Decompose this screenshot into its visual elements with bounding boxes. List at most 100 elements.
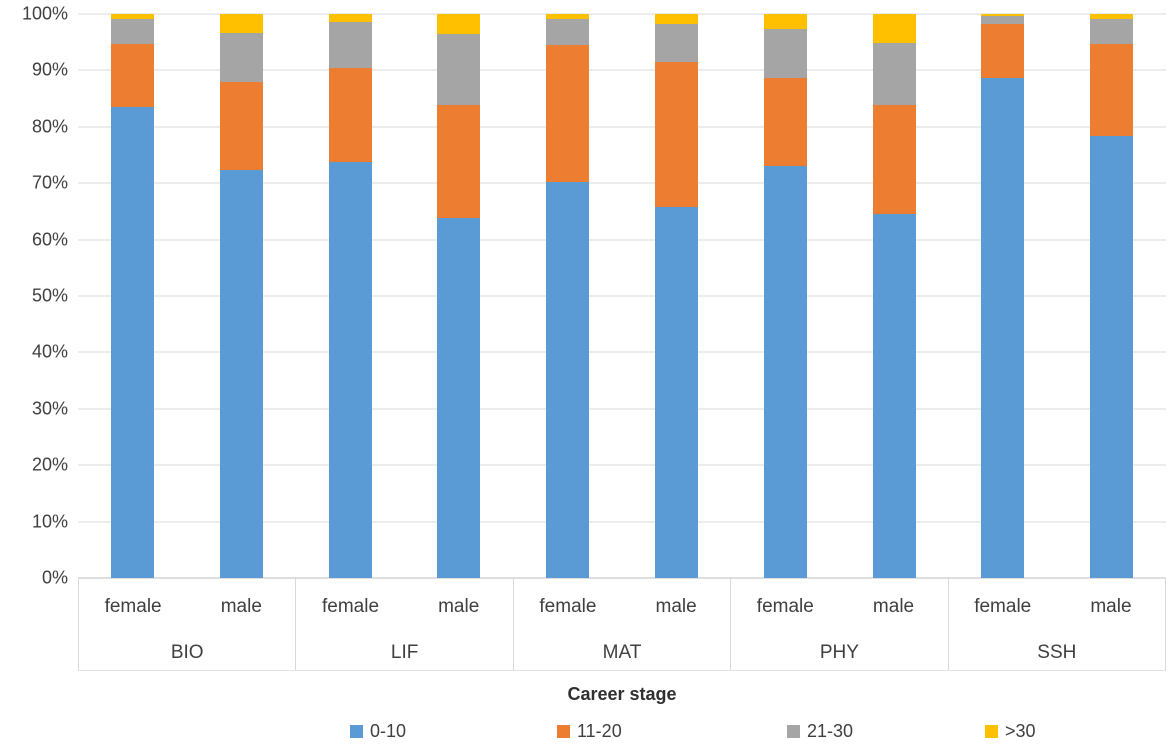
bar-segment-0-10 [546, 181, 590, 578]
legend-swatch-icon [985, 725, 998, 738]
y-tick-label: 60% [31, 229, 68, 250]
category-group-phy: female male PHY [730, 579, 947, 670]
legend-item-11-20: 11-20 [557, 721, 622, 742]
category-group-bio: female male BIO [78, 579, 295, 670]
bar-segment-21-30 [328, 22, 372, 69]
bar-segment-21-30 [219, 33, 263, 83]
subcategory-label-male: male [438, 596, 480, 617]
bar-segment-11-20 [763, 78, 807, 167]
category-group-ssh: female male SSH [947, 579, 1167, 670]
gridline [78, 69, 1166, 71]
bar-segment-11-20 [546, 45, 590, 182]
legend: 0-10 11-20 21-30 >30 [0, 721, 1170, 745]
bar-segment-0-10 [1090, 135, 1134, 578]
bar-bio-female [110, 14, 154, 578]
gridline [78, 351, 1166, 353]
x-axis-title: Career stage [567, 684, 677, 704]
legend-item-0-10: 0-10 [350, 721, 406, 742]
bar-segment-11-20 [872, 104, 916, 214]
category-group-mat: female male MAT [512, 579, 730, 670]
y-tick-label: 80% [31, 116, 68, 137]
bar-segment->30 [981, 14, 1025, 16]
legend-label: 11-20 [577, 721, 622, 741]
gridline [78, 521, 1166, 523]
bar-segment-21-30 [546, 18, 590, 46]
subcategory-label-female: female [539, 596, 597, 617]
subcategory-label-female: female [756, 596, 814, 617]
y-tick-label: 100% [21, 3, 68, 24]
subcategory-label-male: male [1090, 596, 1132, 617]
y-tick-label: 50% [31, 285, 68, 306]
group-label-ssh: SSH [1037, 641, 1077, 663]
bar-segment->30 [1090, 14, 1134, 19]
legend-swatch-icon [557, 725, 570, 738]
subcategory-label-female: female [321, 596, 380, 617]
gridline [78, 182, 1166, 184]
gridline [78, 13, 1166, 15]
bar-phy-male [872, 14, 916, 578]
bar-mat-male [654, 14, 698, 578]
bar-lif-female [328, 14, 372, 578]
plot-area [78, 13, 1166, 579]
bar-segment-0-10 [763, 166, 807, 578]
bar-segment-21-30 [110, 19, 154, 44]
bar-segment-11-20 [654, 61, 698, 208]
y-tick-label: 20% [31, 454, 68, 475]
y-tick-label: 10% [31, 511, 68, 532]
subcategory-row: female male [514, 579, 730, 635]
subcategory-label-female: female [104, 596, 162, 617]
bar-segment-11-20 [437, 105, 481, 218]
gridline [78, 239, 1166, 241]
legend-item-21-30: 21-30 [787, 721, 853, 742]
bar-segment->30 [437, 14, 481, 35]
bar-segment-21-30 [1090, 18, 1134, 45]
subcategory-row: female male [296, 579, 512, 635]
y-tick-label: 30% [31, 398, 68, 419]
bar-segment-21-30 [654, 24, 698, 62]
bar-segment->30 [546, 14, 590, 19]
subcategory-row: female male [949, 579, 1165, 635]
x-axis-line [78, 577, 1166, 579]
subcategory-row: female male [79, 579, 295, 635]
subcategory-label-female: female [974, 596, 1032, 617]
legend-label: 0-10 [370, 721, 407, 741]
bar-segment-21-30 [763, 29, 807, 79]
bar-segment->30 [654, 14, 698, 25]
bar-segment-0-10 [872, 213, 916, 578]
y-tick-label: 70% [31, 172, 68, 193]
bar-ssh-female [981, 14, 1025, 578]
subcategory-label-male: male [220, 596, 262, 617]
legend-item->30: >30 [985, 721, 1036, 742]
bar-segment-11-20 [1090, 44, 1134, 136]
y-tick-label: 90% [31, 59, 68, 80]
bar-mat-female [546, 14, 590, 578]
gridline [78, 464, 1166, 466]
legend-swatch-icon [350, 725, 363, 738]
bar-segment-11-20 [328, 68, 372, 163]
group-label-lif: LIF [390, 641, 419, 663]
y-axis: 100% 90% 80% 70% 60% 50% 40% 30% 20% 10% 0% [0, 4, 68, 588]
bar-segment-0-10 [981, 78, 1025, 578]
legend-swatch-icon [787, 725, 800, 738]
bar-segment-0-10 [328, 162, 372, 578]
bar-segment-21-30 [872, 42, 916, 105]
legend-label: >30 [1005, 721, 1036, 741]
bar-segment-21-30 [981, 15, 1025, 25]
gridline [78, 126, 1166, 128]
bar-segment->30 [872, 14, 916, 43]
bar-segment-0-10 [219, 170, 263, 578]
bar-segment->30 [328, 14, 372, 23]
bar-segment-11-20 [981, 24, 1025, 79]
bar-segment-0-10 [110, 107, 154, 578]
bar-segment-11-20 [219, 82, 263, 171]
bar-bio-male [219, 14, 263, 578]
group-label-mat: MAT [602, 641, 642, 663]
bar-ssh-male [1090, 14, 1134, 578]
bar-segment->30 [110, 14, 154, 20]
group-label-phy: PHY [819, 641, 859, 663]
bar-segment->30 [763, 14, 807, 30]
subcategory-row: female male [731, 579, 947, 635]
subcategory-label-male: male [872, 596, 915, 617]
bar-segment->30 [219, 14, 263, 34]
